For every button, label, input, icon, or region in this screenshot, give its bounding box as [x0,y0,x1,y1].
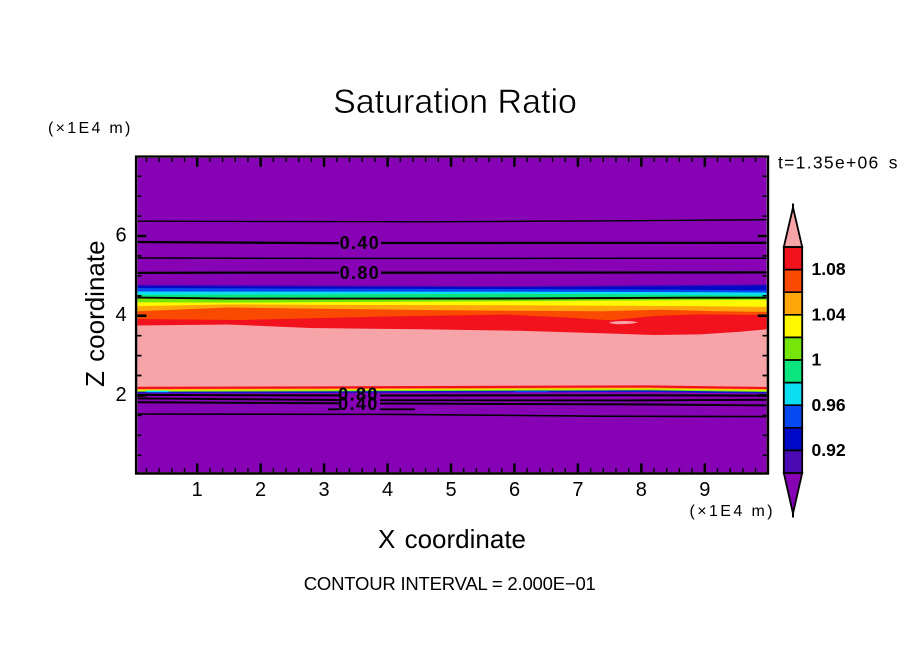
svg-text:4: 4 [115,304,126,326]
svg-text:0.40: 0.40 [340,233,381,253]
svg-text:CONTOUR INTERVAL = 2.000E−01: CONTOUR INTERVAL = 2.000E−01 [304,573,596,594]
svg-text:0.40: 0.40 [338,394,379,414]
svg-text:(×1E4 m): (×1E4 m) [48,120,133,137]
svg-text:6: 6 [509,479,520,501]
svg-text:(×1E4 m): (×1E4 m) [690,503,775,520]
svg-text:0.80: 0.80 [340,263,381,283]
svg-text:1.08: 1.08 [812,259,846,279]
svg-text:8: 8 [636,479,647,501]
svg-text:0.96: 0.96 [812,395,846,415]
svg-text:4: 4 [382,479,393,501]
svg-text:2: 2 [255,479,266,501]
svg-text:9: 9 [699,479,710,501]
svg-text:1: 1 [812,350,822,370]
svg-text:6: 6 [115,224,126,246]
svg-text:0.80: 0.80 [338,384,379,404]
svg-text:X coordinate: X coordinate [378,524,526,554]
svg-text:5: 5 [445,479,456,501]
svg-text:1: 1 [192,479,203,501]
svg-text:Saturation Ratio: Saturation Ratio [333,83,577,121]
svg-text:Z coordinate: Z coordinate [80,240,110,387]
svg-text:1.04: 1.04 [812,304,846,324]
svg-text:3: 3 [319,479,330,501]
svg-text:t=1.35e+06 s: t=1.35e+06 s [778,153,899,173]
svg-text:0.92: 0.92 [812,440,846,460]
svg-text:7: 7 [572,479,583,501]
svg-text:2: 2 [115,384,126,406]
